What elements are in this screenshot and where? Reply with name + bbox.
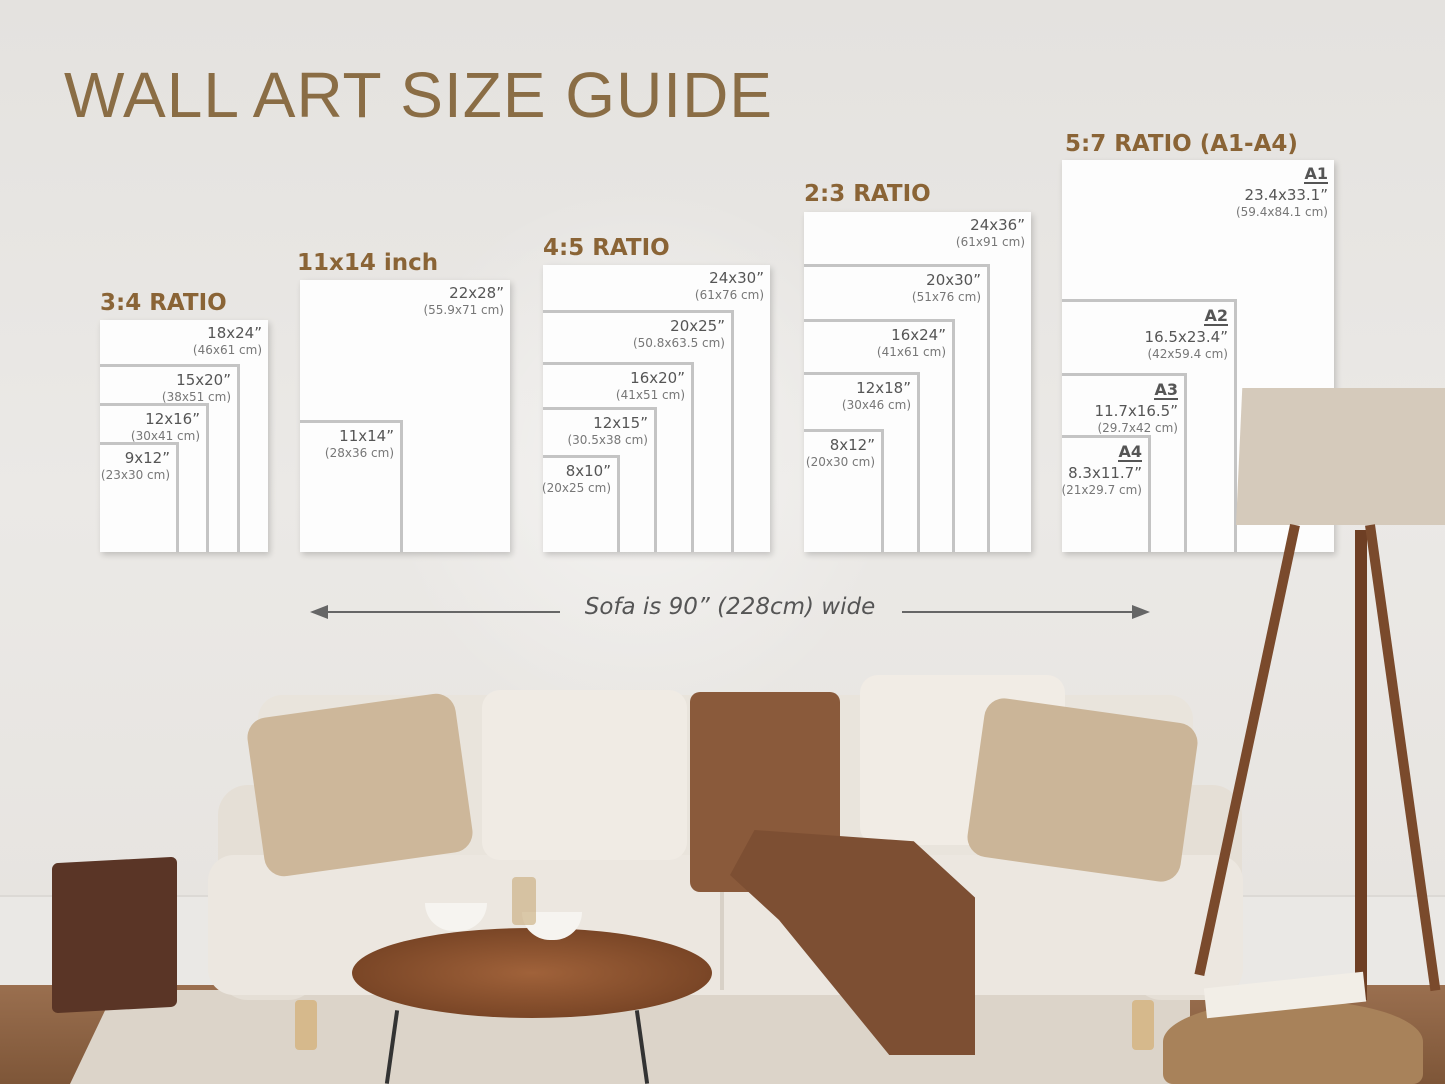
size-label: 18x24” (46x61 cm) <box>193 324 262 358</box>
size-inches: 16x20” <box>630 369 685 387</box>
group-heading: 4:5 RATIO <box>543 235 670 261</box>
size-label: 11x14” (28x36 cm) <box>325 427 394 461</box>
size-label: 12x16” (30x41 cm) <box>131 410 200 444</box>
size-cm: (30x41 cm) <box>130 429 200 443</box>
size-inches: 20x25” <box>670 317 725 335</box>
size-inches: 20x30” <box>926 271 981 289</box>
size-label: A1 23.4x33.1” (59.4x84.1 cm) <box>1236 164 1328 220</box>
size-cm: (29.7x42 cm) <box>1097 421 1178 435</box>
size-cm: (21x29.7 cm) <box>1061 483 1142 497</box>
size-cm: (30x46 cm) <box>841 398 911 412</box>
size-label: 24x36” (61x91 cm) <box>956 216 1025 250</box>
size-cm: (61x91 cm) <box>955 235 1025 249</box>
pouf <box>1163 1000 1423 1084</box>
size-inches: 8x10” <box>565 462 611 480</box>
size-cm: (41x61 cm) <box>876 345 946 359</box>
size-inches: 15x20” <box>176 371 231 389</box>
size-label: 9x12” (23x30 cm) <box>101 449 170 483</box>
size-label: A4 8.3x11.7” (21x29.7 cm) <box>1061 442 1142 498</box>
size-cm: (50.8x63.5 cm) <box>632 336 725 350</box>
size-inches: 11x14” <box>339 427 394 445</box>
size-inches: 11.7x16.5” <box>1094 402 1178 420</box>
size-frame: A4 8.3x11.7” (21x29.7 cm) <box>1061 435 1151 552</box>
size-label: 20x30” (51x76 cm) <box>912 271 981 305</box>
group-heading: 2:3 RATIO <box>804 181 931 207</box>
size-label: A2 16.5x23.4” (42x59.4 cm) <box>1145 306 1228 362</box>
size-frame: 8x10” (20x25 cm) <box>542 455 620 552</box>
size-label: 22x28” (55.9x71 cm) <box>423 284 504 318</box>
size-cm: (38x51 cm) <box>161 390 231 404</box>
group-heading: 11x14 inch <box>297 250 439 276</box>
lamp-shade <box>1236 388 1445 525</box>
vase <box>512 877 536 925</box>
sofa-leg <box>1132 1000 1154 1050</box>
arrow-left-line <box>318 611 560 613</box>
size-cm: (59.4x84.1 cm) <box>1235 205 1328 219</box>
arrow-right-icon <box>1132 605 1150 619</box>
size-inches: 24x30” <box>709 269 764 287</box>
paper-code: A3 <box>1154 380 1178 400</box>
size-cm: (23x30 cm) <box>100 468 170 482</box>
size-inches: 16x24” <box>891 326 946 344</box>
size-inches: 22x28” <box>449 284 504 302</box>
arrow-left-icon <box>310 605 328 619</box>
pillow-tan-right <box>964 695 1201 885</box>
paper-code: A2 <box>1204 306 1228 326</box>
size-label: A3 11.7x16.5” (29.7x42 cm) <box>1095 380 1178 436</box>
size-cm: (20x25 cm) <box>541 481 611 495</box>
size-cm: (55.9x71 cm) <box>423 303 504 317</box>
size-inches: 18x24” <box>207 324 262 342</box>
paper-code: A4 <box>1118 442 1142 462</box>
size-cm: (41x51 cm) <box>615 388 685 402</box>
paper-code: A1 <box>1304 164 1328 184</box>
sofa-leg <box>295 1000 317 1050</box>
size-frame: 9x12” (23x30 cm) <box>100 442 179 552</box>
size-cm: (42x59.4 cm) <box>1147 347 1228 361</box>
size-label: 15x20” (38x51 cm) <box>162 371 231 405</box>
size-frame: 8x12” (20x30 cm) <box>804 429 884 552</box>
size-label: 8x10” (20x25 cm) <box>542 462 611 496</box>
arrow-right-line <box>902 611 1132 613</box>
size-label: 20x25” (50.8x63.5 cm) <box>633 317 725 351</box>
sofa-width-caption: Sofa is 90” (228cm) wide <box>584 594 876 620</box>
size-inches: 12x15” <box>593 414 648 432</box>
size-label: 16x24” (41x61 cm) <box>877 326 946 360</box>
size-label: 24x30” (61x76 cm) <box>695 269 764 303</box>
size-cm: (61x76 cm) <box>694 288 764 302</box>
size-inches: 8x12” <box>829 436 875 454</box>
size-inches: 23.4x33.1” <box>1244 186 1328 204</box>
size-cm: (28x36 cm) <box>324 446 394 460</box>
size-label: 12x15” (30.5x38 cm) <box>567 414 648 448</box>
group-heading: 5:7 RATIO (A1-A4) <box>1065 131 1298 157</box>
group-heading: 3:4 RATIO <box>100 290 227 316</box>
page-title: WALL ART SIZE GUIDE <box>64 59 773 131</box>
size-inches: 12x18” <box>856 379 911 397</box>
size-cm: (20x30 cm) <box>805 455 875 469</box>
size-label: 8x12” (20x30 cm) <box>806 436 875 470</box>
size-cm: (30.5x38 cm) <box>567 433 648 447</box>
size-label: 16x20” (41x51 cm) <box>616 369 685 403</box>
size-frame: 11x14” (28x36 cm) <box>300 420 403 552</box>
size-cm: (46x61 cm) <box>192 343 262 357</box>
size-inches: 24x36” <box>970 216 1025 234</box>
size-inches: 9x12” <box>124 449 170 467</box>
pillow-white-left <box>482 690 687 860</box>
size-label: 12x18” (30x46 cm) <box>842 379 911 413</box>
size-inches: 8.3x11.7” <box>1068 464 1142 482</box>
size-inches: 16.5x23.4” <box>1144 328 1228 346</box>
pillow-tan-left <box>244 691 476 879</box>
size-inches: 12x16” <box>145 410 200 428</box>
size-cm: (51x76 cm) <box>911 290 981 304</box>
